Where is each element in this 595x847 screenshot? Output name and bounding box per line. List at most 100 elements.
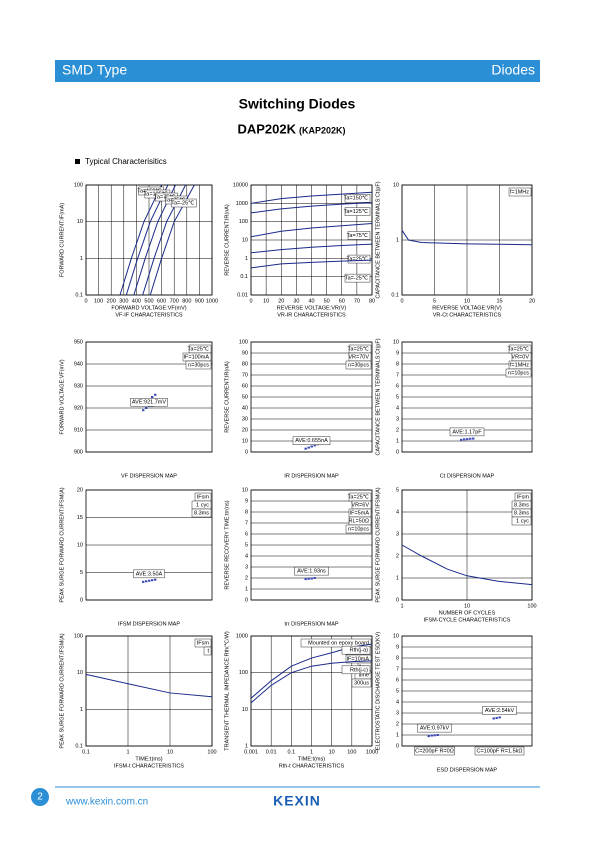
chart-caption: VF DISPERSION MAP	[121, 473, 177, 479]
series-label: Ta=-25℃	[171, 200, 195, 206]
section-title: Typical Characterisitics	[85, 157, 167, 166]
x-tick-label: 10	[464, 298, 470, 304]
data-point	[154, 393, 157, 396]
y-tick-label: 100	[239, 219, 248, 225]
x-tick-label: 600	[157, 298, 166, 304]
average-label-box	[130, 398, 168, 407]
annotation-box	[351, 678, 372, 688]
average-label-box	[482, 706, 517, 715]
x-axis-label: REVERSE VOLTAGE:VR(V)	[432, 305, 502, 311]
group-label-box	[474, 746, 525, 756]
series-label: Ta=75℃	[347, 233, 369, 239]
y-tick-label: 8	[245, 509, 248, 515]
y-axis-label: REVERSE CURRENT:IR(nA)	[224, 204, 230, 276]
y-tick-label: 2	[245, 575, 248, 581]
chart-caption: VR-IR CHARACTERISTICS	[277, 312, 346, 318]
data-point	[304, 578, 307, 581]
series-label-box	[341, 645, 371, 655]
data-point	[151, 579, 154, 582]
annotation: IF=10mA	[347, 656, 370, 662]
data-point	[151, 396, 154, 398]
y-tick-label: 2	[396, 427, 399, 433]
x-tick-label: 1	[400, 603, 403, 609]
x-tick-label: 200	[107, 298, 116, 304]
annotation-box	[203, 646, 212, 656]
y-tick-label: 4	[396, 405, 399, 411]
y-tick-label: 50	[242, 394, 248, 400]
brand-logo: KEXIN	[273, 793, 321, 809]
data-line	[250, 202, 373, 214]
annotation: IFsm	[197, 640, 210, 646]
y-tick-label: 100	[74, 633, 83, 639]
chart-caption: VR-Ct CHARACTERISTICS	[433, 312, 502, 318]
part-number-alt: (KAP202K)	[299, 125, 346, 135]
group-label: C=200pF R=0Ω	[415, 748, 454, 754]
y-tick-label: 100	[74, 182, 83, 188]
y-tick-label: 0	[396, 449, 399, 455]
data-point	[154, 578, 157, 581]
annotation: IFsm	[197, 494, 210, 500]
chart-caption: VF-IF CHARACTERISTICS	[115, 312, 183, 318]
chart-caption: IR DISPERSION MAP	[284, 473, 339, 479]
x-tick-label: 70	[354, 298, 360, 304]
y-tick-label: 10	[242, 237, 248, 243]
y-tick-label: 6	[396, 677, 399, 683]
y-tick-label: 940	[74, 361, 83, 367]
data-point	[307, 577, 310, 580]
annotation: f=1MHz	[510, 189, 529, 195]
annotation: Ta=25℃	[508, 346, 530, 352]
annotation: IF=100mA	[183, 354, 209, 360]
y-tick-label: 5	[396, 487, 399, 493]
average-label: AVE:1.17pF	[452, 429, 482, 435]
data-point	[313, 577, 316, 579]
x-tick-label: 10	[464, 603, 470, 609]
y-tick-label: 100	[239, 670, 248, 676]
y-axis-label: ELECTROSTATIC DISCHARGE TEST ESD(KV)	[375, 632, 381, 750]
data-point	[148, 579, 151, 582]
x-tick-label: 60	[339, 298, 345, 304]
series-label-box	[344, 273, 371, 283]
series-label-box	[344, 207, 371, 216]
data-point	[463, 438, 466, 441]
y-tick-label: 4	[396, 509, 399, 515]
annotation: 8.3ms	[514, 502, 529, 508]
average-label: AVE:2.54kV	[485, 708, 515, 714]
chart-caption: IFSM-CYCLE CHARACTERISTICS	[424, 617, 511, 623]
y-tick-label: 8	[396, 655, 399, 661]
average-label-box	[449, 427, 485, 437]
data-point	[430, 734, 433, 737]
chart-caption: IFSM-t CHARACTERISTICS	[114, 763, 184, 769]
x-tick-label: 5	[433, 298, 436, 304]
y-tick-label: 70	[242, 372, 248, 378]
bullet	[75, 159, 80, 164]
x-tick-label: 700	[170, 298, 179, 304]
data-line	[250, 222, 373, 238]
y-axis-label: FORWARD VOLTAGE:VF(mV)	[59, 359, 65, 434]
annotation-box	[194, 638, 212, 648]
x-axis-label: FORWARD VOLTAGE:VF(mV)	[111, 305, 186, 311]
y-axis-label: CAPACITANCE BETWEEN TERMINALS:Ct(pF)	[375, 181, 381, 298]
y-tick-label: 7	[396, 666, 399, 672]
data-line	[250, 660, 373, 704]
y-tick-label: 920	[74, 405, 83, 411]
x-tick-label: 40	[308, 298, 314, 304]
y-tick-label: 1	[245, 743, 248, 749]
y-tick-label: 930	[74, 383, 83, 389]
y-tick-label: 0.1	[391, 292, 399, 298]
data-point	[145, 407, 148, 409]
annotation: IFsm	[517, 494, 530, 500]
y-tick-label: 0	[396, 597, 399, 603]
y-tick-label: 15	[77, 515, 83, 521]
y-tick-label: 10	[77, 219, 83, 225]
data-line	[85, 673, 213, 698]
data-point	[436, 734, 439, 736]
data-point	[492, 717, 495, 720]
y-tick-label: 9	[396, 350, 399, 356]
average-label-box	[294, 566, 329, 576]
annotation: Ta=25℃	[348, 346, 370, 352]
data-line	[250, 191, 373, 204]
x-tick-label: 1	[310, 749, 313, 755]
y-tick-label: 0	[245, 597, 248, 603]
y-tick-label: 1000	[236, 633, 248, 639]
annotation: n=30pcs	[188, 362, 209, 368]
